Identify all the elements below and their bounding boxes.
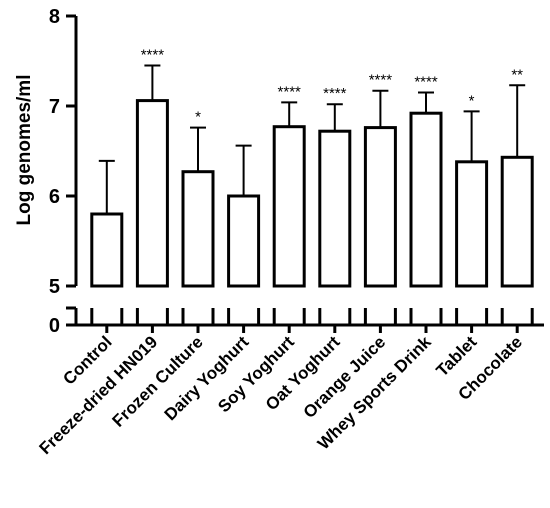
bar — [318, 129, 352, 288]
significance-label: ** — [511, 66, 523, 83]
bar — [363, 126, 397, 288]
y-tick-label: 0 — [49, 315, 60, 337]
y-tick-label: 5 — [49, 276, 60, 298]
bar — [455, 160, 489, 288]
significance-label: **** — [414, 74, 438, 91]
bar — [227, 194, 261, 288]
significance-label: **** — [141, 47, 165, 64]
significance-label: **** — [369, 72, 393, 89]
y-tick-label: 8 — [49, 6, 60, 28]
bar — [500, 155, 534, 288]
bar — [272, 125, 306, 288]
bar — [90, 212, 124, 288]
bar — [409, 111, 443, 288]
y-tick-label: 7 — [49, 96, 60, 118]
bars: ********* ******** ******* — [90, 47, 534, 325]
bar — [135, 99, 169, 288]
y-axis-label: Log genomes/ml — [14, 75, 35, 226]
significance-label: * — [469, 92, 475, 109]
y-tick-label: 6 — [49, 186, 60, 208]
significance-label: **** — [323, 85, 347, 102]
significance-label: * — [195, 109, 201, 126]
bar — [181, 170, 215, 288]
axes: 0 5 6 7 8 — [49, 6, 544, 337]
significance-label: **** — [278, 83, 302, 100]
